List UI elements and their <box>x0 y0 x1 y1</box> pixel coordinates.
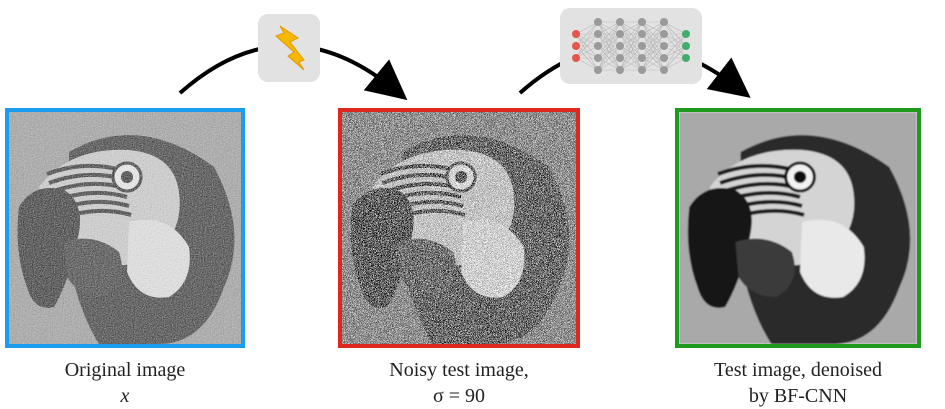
network-node <box>638 30 646 38</box>
network-node <box>616 42 624 50</box>
parrot-image <box>9 112 241 344</box>
original-image-frame <box>5 108 245 348</box>
network-node <box>616 66 624 74</box>
network-node <box>572 54 580 62</box>
network-node <box>594 30 602 38</box>
network-node <box>660 66 668 74</box>
denoised-image-caption: Test image, denoised by BF-CNN <box>660 357 936 409</box>
network-node <box>572 30 580 38</box>
network-node <box>682 54 690 62</box>
caption-title: Original image <box>64 359 186 381</box>
caption-method: by BF-CNN <box>748 385 848 407</box>
network-node <box>616 54 624 62</box>
network-node <box>638 42 646 50</box>
neural-network-icon <box>560 8 702 84</box>
network-node <box>616 18 624 26</box>
caption-title: Noisy test image, <box>389 359 529 381</box>
network-node <box>572 42 580 50</box>
network-node <box>638 54 646 62</box>
parrot-image <box>679 112 917 344</box>
caption-symbol: x <box>120 385 130 407</box>
network-node <box>594 42 602 50</box>
network-node <box>638 18 646 26</box>
network-node <box>660 18 668 26</box>
network-node <box>660 42 668 50</box>
network-node <box>682 42 690 50</box>
denoised-image-frame <box>675 108 921 348</box>
network-node <box>616 30 624 38</box>
network-node <box>660 30 668 38</box>
network-node <box>638 66 646 74</box>
caption-title: Test image, denoised <box>714 359 882 381</box>
network-node <box>594 66 602 74</box>
noisy-image-caption: Noisy test image, σ = 90 <box>338 357 580 409</box>
original-image-caption: Original image x <box>5 357 245 409</box>
lightning-bolt-icon <box>258 14 320 82</box>
network-node <box>594 54 602 62</box>
caption-noise-level: σ = 90 <box>432 385 486 407</box>
network-node <box>660 54 668 62</box>
network-node <box>682 30 690 38</box>
parrot-image <box>342 112 576 344</box>
network-node <box>594 18 602 26</box>
noisy-image-frame <box>338 108 580 348</box>
